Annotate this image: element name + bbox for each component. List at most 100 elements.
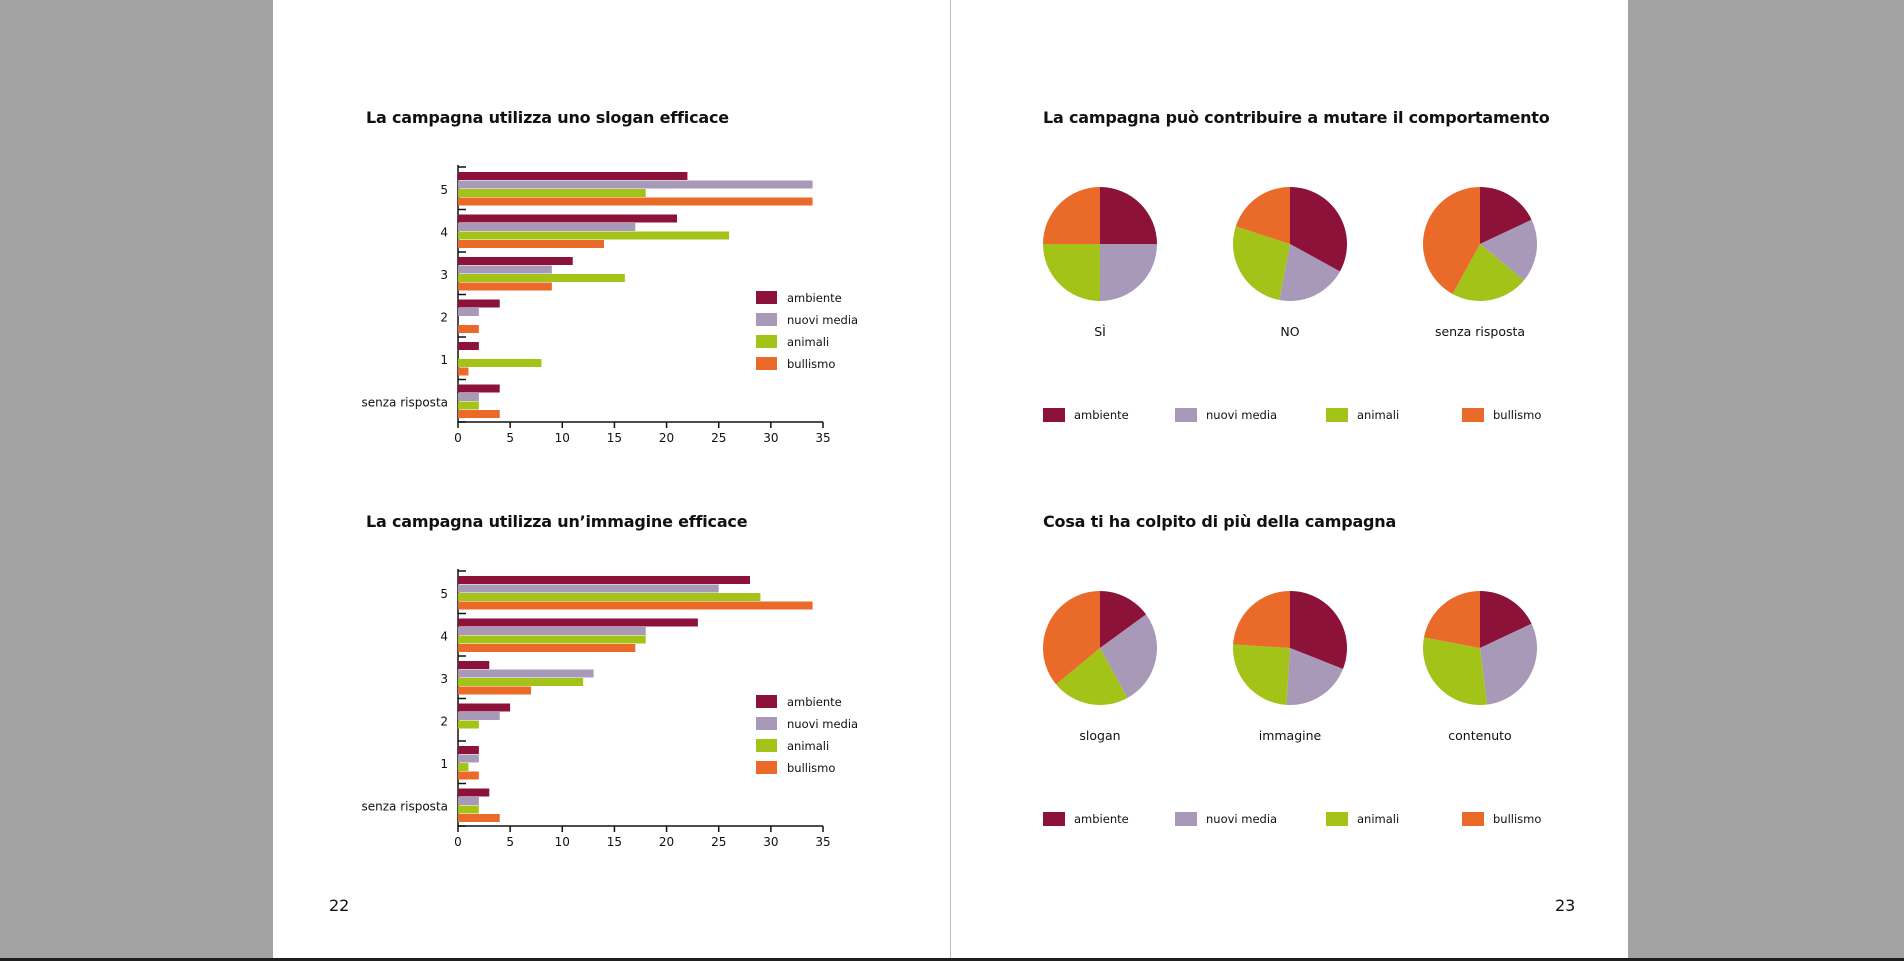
- pie-label-slogan: slogan: [1079, 728, 1120, 743]
- bar-animali-senza-risposta: [458, 401, 479, 410]
- pie-slice-immagine-nuovi-media: [1286, 648, 1343, 705]
- legend-swatch-ambiente: [756, 695, 777, 708]
- x-tick-label-15: 15: [607, 431, 622, 445]
- y-tick-label-3: 3: [440, 672, 448, 686]
- pie-label-s: SÌ: [1094, 324, 1106, 339]
- bar-bullismo-5: [458, 601, 813, 610]
- bar-bullismo-3: [458, 282, 552, 291]
- bar-bullismo-4: [458, 240, 604, 248]
- pie-slice-slogan-ambiente: [1100, 591, 1147, 648]
- y-tick-label-senza-risposta: senza risposta: [362, 800, 449, 814]
- y-tick-label-5: 5: [440, 587, 448, 601]
- legend-swatch-ambiente: [1043, 812, 1065, 826]
- x-tick-label-20: 20: [659, 431, 674, 445]
- page-number-left: 22: [329, 896, 350, 915]
- legend-swatch-nuovi-media: [1175, 408, 1197, 422]
- pie-label-no: NO: [1280, 324, 1299, 339]
- bar-ambiente-senza-risposta: [458, 788, 490, 797]
- bar-animali-2: [458, 720, 479, 729]
- x-tick-label-0: 0: [454, 835, 462, 849]
- chart-title-slogan: La campagna utilizza uno slogan efficace: [366, 108, 729, 127]
- legend-swatch-animali: [1326, 812, 1348, 826]
- pie-slice-no-ambiente: [1290, 187, 1347, 272]
- pie-slice-immagine-bullismo: [1233, 591, 1290, 648]
- pie-label-immagine: immagine: [1259, 728, 1322, 743]
- bar-nuovi-media-senza-risposta: [458, 393, 479, 401]
- pie-slice-contenuto-animali: [1423, 637, 1488, 705]
- legend-swatch-nuovi-media: [756, 313, 777, 326]
- bar-ambiente-4: [458, 214, 677, 223]
- right-page: [951, 0, 1628, 958]
- x-tick-label-35: 35: [815, 431, 830, 445]
- pie-slice-immagine-ambiente: [1290, 591, 1348, 669]
- y-tick-label-4: 4: [440, 630, 448, 644]
- bar-ambiente-1: [458, 342, 479, 350]
- bar-ambiente-3: [458, 661, 490, 669]
- pie-slice-no-nuovi-media: [1279, 244, 1340, 301]
- bar-bullismo-senza-risposta: [458, 814, 500, 822]
- x-tick-label-30: 30: [763, 431, 778, 445]
- legend-swatch-bullismo: [756, 761, 777, 774]
- page-gutter: [950, 0, 951, 958]
- legend-label-ambiente: ambiente: [787, 695, 842, 709]
- chart-title-colpito: Cosa ti ha colpito di più della campagna: [1043, 512, 1397, 531]
- bar-animali-3: [458, 274, 625, 282]
- legend-label-nuovi-media: nuovi media: [787, 313, 858, 327]
- bar-bullismo-1: [458, 771, 479, 780]
- legend-label-animali: animali: [1357, 408, 1399, 422]
- bar-animali-4: [458, 231, 730, 240]
- legend-swatch-animali: [756, 739, 777, 752]
- bar-ambiente-5: [458, 576, 750, 584]
- pie-slice-slogan-nuovi-media: [1100, 614, 1157, 698]
- pie-slice-no-bullismo: [1235, 187, 1290, 244]
- x-tick-label-15: 15: [607, 835, 622, 849]
- x-tick-label-30: 30: [763, 835, 778, 849]
- x-tick-label-5: 5: [506, 835, 514, 849]
- y-tick-label-3: 3: [440, 268, 448, 282]
- bar-animali-5: [458, 189, 646, 197]
- bar-nuovi-media-5: [458, 180, 813, 189]
- bar-bullismo-4: [458, 644, 636, 652]
- x-tick-label-5: 5: [506, 431, 514, 445]
- bar-nuovi-media-4: [458, 627, 646, 635]
- pie-slice-senza-risposta-bullismo: [1423, 187, 1480, 294]
- pie-slice-senza-risposta-animali: [1452, 244, 1524, 301]
- x-tick-label-10: 10: [555, 431, 570, 445]
- legend-label-bullismo: bullismo: [1493, 812, 1541, 826]
- bar-ambiente-3: [458, 257, 573, 265]
- bar-nuovi-media-3: [458, 669, 594, 678]
- bar-animali-3: [458, 678, 584, 686]
- legend-swatch-bullismo: [756, 357, 777, 370]
- pie-slice-senza-risposta-ambiente: [1480, 187, 1532, 244]
- bar-animali-1: [458, 359, 542, 367]
- bar-ambiente-4: [458, 618, 698, 627]
- legend-label-nuovi-media: nuovi media: [1206, 812, 1277, 826]
- x-tick-label-25: 25: [711, 431, 726, 445]
- pie-slice-immagine-animali: [1232, 644, 1290, 705]
- page-number-right: 23: [1555, 896, 1576, 915]
- bar-bullismo-senza-risposta: [458, 410, 500, 418]
- bar-ambiente-2: [458, 703, 511, 712]
- bar-nuovi-media-5: [458, 584, 719, 593]
- legend-label-animali: animali: [1357, 812, 1399, 826]
- legend-swatch-nuovi-media: [1175, 812, 1197, 826]
- bar-ambiente-senza-risposta: [458, 384, 500, 393]
- x-tick-label-10: 10: [555, 835, 570, 849]
- x-tick-label-0: 0: [454, 431, 462, 445]
- pie-slice-contenuto-ambiente: [1480, 591, 1532, 648]
- pie-slice-slogan-bullismo: [1043, 591, 1100, 685]
- pie-slice-contenuto-nuovi-media: [1480, 623, 1537, 705]
- y-tick-label-4: 4: [440, 226, 448, 240]
- legend-swatch-animali: [1326, 408, 1348, 422]
- bar-animali-5: [458, 593, 761, 601]
- legend-label-animali: animali: [787, 739, 829, 753]
- chart-title-comportamento: La campagna può contribuire a mutare il …: [1043, 108, 1550, 127]
- bar-ambiente-5: [458, 172, 688, 180]
- pie-slice-s-nuovi-media: [1100, 244, 1157, 301]
- legend-swatch-ambiente: [756, 291, 777, 304]
- legend-label-ambiente: ambiente: [1074, 812, 1129, 826]
- bar-animali-1: [458, 763, 469, 771]
- bar-nuovi-media-1: [458, 754, 479, 763]
- pie-label-senza-risposta: senza risposta: [1435, 324, 1525, 339]
- legend-label-bullismo: bullismo: [787, 761, 835, 775]
